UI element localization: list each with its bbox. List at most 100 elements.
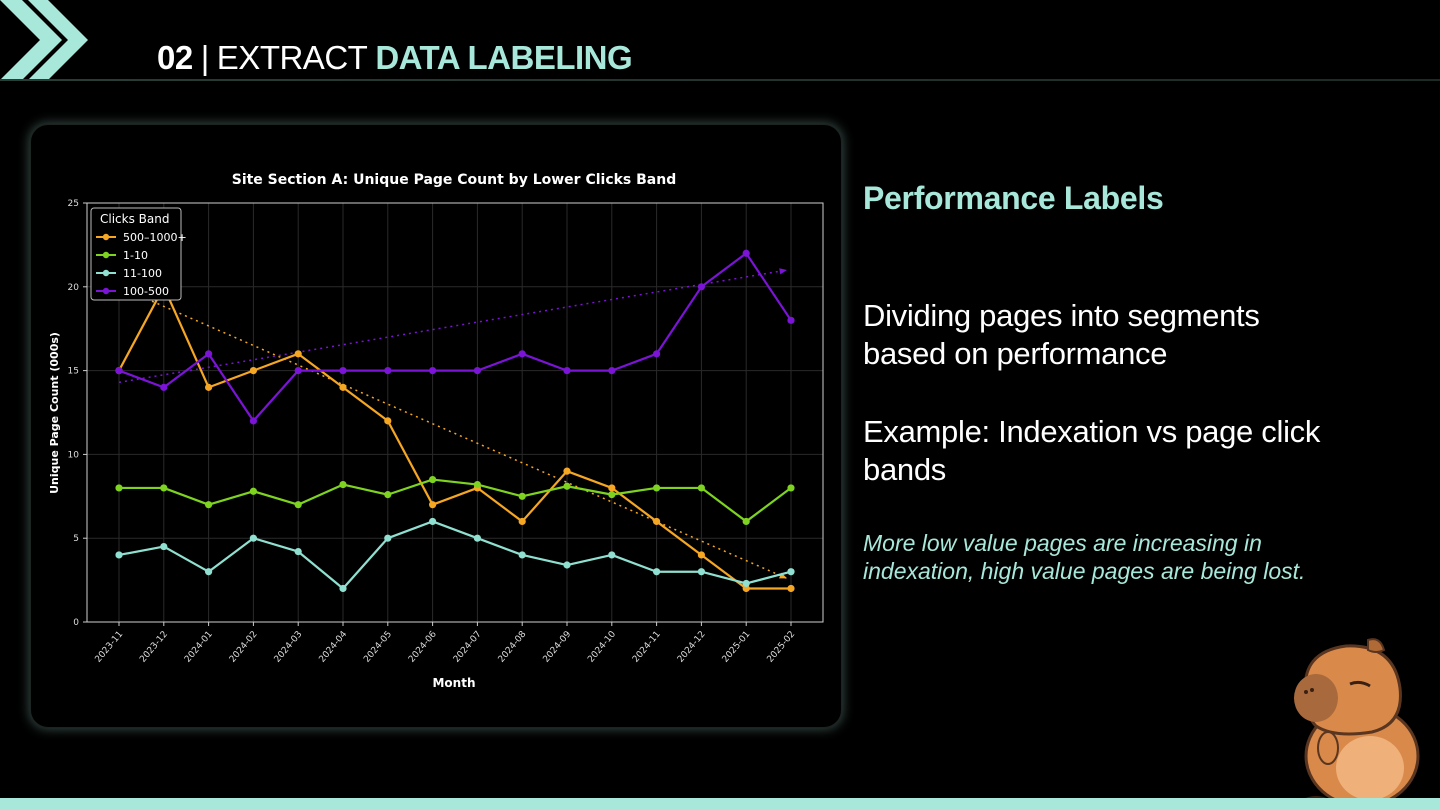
data-point (563, 482, 571, 490)
x-tick-label: 2024-01 (183, 630, 215, 665)
data-point (608, 484, 616, 492)
data-point (787, 584, 795, 593)
y-tick-label: 15 (68, 367, 79, 377)
data-point (742, 579, 750, 588)
data-point (339, 584, 347, 593)
y-tick-label: 10 (68, 450, 80, 460)
data-point (473, 367, 481, 375)
data-point (473, 480, 481, 489)
header-divider (0, 79, 1440, 81)
data-point (563, 367, 571, 375)
legend-entry: 500–1000+ (123, 231, 187, 244)
x-tick-label: 2024-06 (407, 629, 439, 664)
data-point (384, 417, 392, 425)
title-accent: DATA LABELING (375, 39, 633, 76)
x-tick-label: 2025-02 (765, 630, 797, 665)
x-tick-label: 2024-03 (273, 630, 305, 665)
chart-series (115, 249, 795, 593)
y-tick-label: 0 (73, 618, 79, 628)
data-point (160, 484, 168, 492)
data-point (653, 568, 661, 576)
line-chart: Site Section A: Unique Page Count by Low… (48, 172, 824, 690)
legend-entry: 11-100 (123, 267, 162, 280)
data-point (249, 487, 257, 495)
data-point (294, 501, 302, 509)
x-tick-label: 2024-04 (317, 629, 349, 664)
legend-title: Clicks Band (100, 212, 169, 226)
series-line (118, 520, 792, 590)
chart-title: Site Section A: Unique Page Count by Low… (232, 172, 677, 188)
title-separator: | (200, 39, 210, 76)
x-tick-label: 2024-07 (452, 630, 484, 665)
legend-swatch-marker (102, 251, 110, 259)
series-line (118, 285, 791, 590)
data-point (205, 350, 213, 358)
example-paragraph: Example: Indexation vs page click bands (863, 414, 1321, 487)
x-tick-label: 2024-05 (362, 630, 394, 665)
legend-box (90, 207, 182, 301)
data-point (249, 367, 257, 375)
data-point (787, 568, 795, 576)
chart-legend: Clicks Band 500–1000+ 1-10 11-100 100-500 (90, 207, 187, 301)
data-point (249, 534, 257, 542)
x-tick-label: 2024-11 (631, 630, 663, 665)
data-point (339, 480, 347, 489)
data-point (473, 534, 481, 542)
x-tick-label: 2025-01 (721, 630, 753, 665)
data-point (653, 517, 661, 526)
data-point (294, 350, 302, 358)
y-tick-label: 25 (68, 199, 79, 209)
x-tick-label: 2024-12 (676, 630, 708, 665)
data-point (742, 584, 750, 593)
data-point (697, 283, 706, 291)
x-tick-label: 2024-02 (228, 630, 260, 665)
chevron-icon (0, 0, 88, 80)
data-point (742, 517, 750, 526)
x-tick-label: 2024-08 (497, 629, 529, 664)
x-axis-label: Month (432, 676, 475, 690)
insight-note: More low value pages are increasing in i… (863, 530, 1306, 584)
section-number: 02 (157, 39, 193, 76)
data-point (653, 484, 661, 492)
data-point (787, 316, 795, 324)
data-point (160, 383, 168, 391)
data-point (339, 383, 347, 391)
data-point (384, 491, 392, 499)
data-point (563, 561, 571, 569)
trend-lines (118, 268, 788, 580)
data-point (742, 249, 750, 257)
section-heading: Performance Labels (863, 180, 1164, 216)
plot-frame (86, 202, 824, 623)
y-axis-label: Unique Page Count (000s) (48, 332, 61, 494)
data-point (294, 367, 302, 375)
legend-swatch-marker (102, 269, 110, 277)
data-point (115, 367, 123, 375)
legend-entry: 1-10 (123, 249, 148, 262)
data-point (608, 491, 616, 499)
data-point (518, 551, 526, 559)
data-point (518, 492, 526, 500)
data-point (429, 367, 437, 375)
data-point (205, 501, 213, 509)
data-point (653, 350, 661, 358)
data-point (563, 467, 571, 475)
legend-swatch-marker (102, 233, 110, 241)
data-point (115, 551, 123, 559)
chart-grid (87, 202, 823, 623)
x-tick-label: 2024-10 (586, 629, 618, 664)
trend-line (118, 286, 788, 580)
data-point (787, 484, 795, 492)
legend-entry: 100-500 (123, 285, 169, 298)
data-point (697, 551, 706, 559)
data-point (429, 517, 437, 526)
y-tick-label: 5 (73, 534, 79, 544)
title-prefix: EXTRACT (216, 39, 368, 76)
data-point (294, 548, 302, 556)
data-point (429, 475, 437, 484)
trend-arrowhead (779, 268, 787, 275)
y-tick-label: 20 (68, 283, 80, 293)
data-point (339, 367, 347, 375)
series-line (119, 478, 792, 523)
x-tick-label: 2023-12 (138, 630, 170, 665)
x-tick-label: 2023-11 (93, 630, 125, 665)
